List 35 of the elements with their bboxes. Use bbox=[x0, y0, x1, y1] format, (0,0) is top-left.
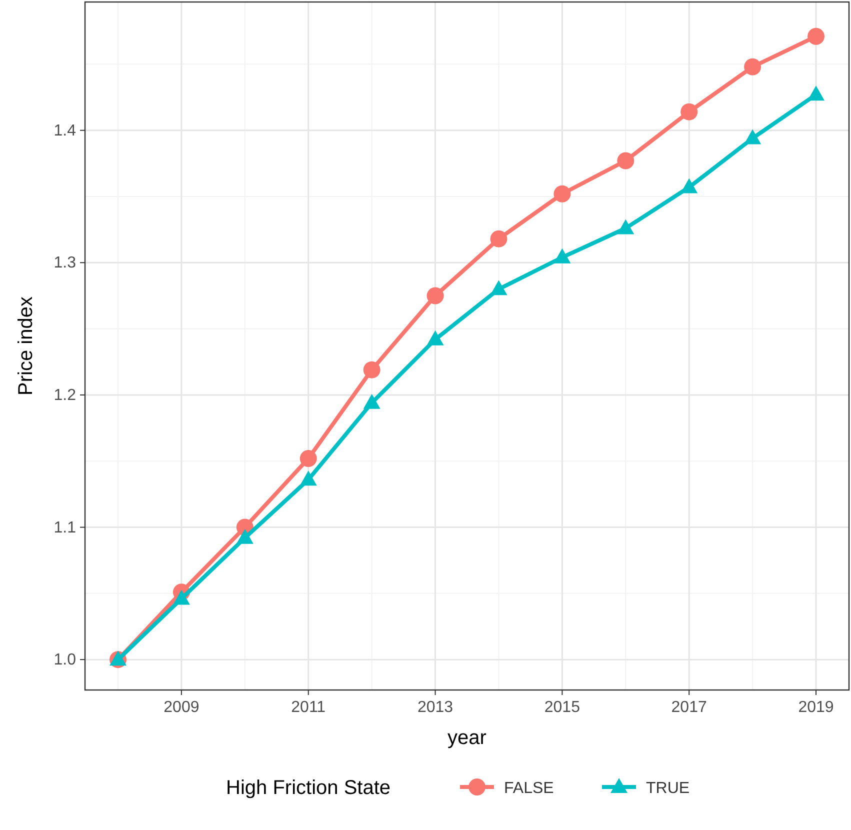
point bbox=[808, 28, 825, 45]
legend-label: FALSE bbox=[504, 780, 554, 797]
point bbox=[363, 361, 380, 378]
point bbox=[490, 230, 508, 248]
point bbox=[680, 103, 698, 120]
point bbox=[744, 58, 762, 76]
x-tick-label: 2019 bbox=[798, 699, 834, 716]
point bbox=[617, 219, 634, 234]
y-tick-label: 1.0 bbox=[54, 652, 76, 669]
point bbox=[426, 287, 444, 304]
point bbox=[363, 394, 380, 409]
y-tick-label: 1.3 bbox=[54, 254, 76, 272]
point bbox=[300, 470, 317, 486]
x-tick-label: 2009 bbox=[164, 699, 200, 716]
x-tick-label: 2011 bbox=[291, 699, 326, 716]
y-tick-label: 1.1 bbox=[54, 519, 76, 536]
point bbox=[808, 86, 825, 101]
point bbox=[426, 330, 444, 346]
point bbox=[617, 152, 634, 170]
x-tick-label: 2013 bbox=[417, 699, 454, 716]
point bbox=[490, 280, 508, 296]
point bbox=[744, 129, 762, 144]
x-tick-label: 2017 bbox=[671, 699, 707, 716]
x-tick-label: 2015 bbox=[544, 699, 580, 716]
y-tick-label: 1.4 bbox=[54, 122, 76, 140]
legend-title: High Friction State bbox=[226, 777, 391, 799]
x-axis-title: year bbox=[448, 727, 487, 749]
point bbox=[172, 590, 190, 605]
point bbox=[554, 248, 571, 264]
point bbox=[236, 528, 254, 544]
legend-label: TRUE bbox=[646, 780, 690, 797]
y-axis-title: Price index bbox=[15, 296, 37, 396]
point bbox=[554, 185, 571, 202]
y-tick-label: 1.2 bbox=[54, 386, 76, 404]
point bbox=[300, 450, 317, 467]
